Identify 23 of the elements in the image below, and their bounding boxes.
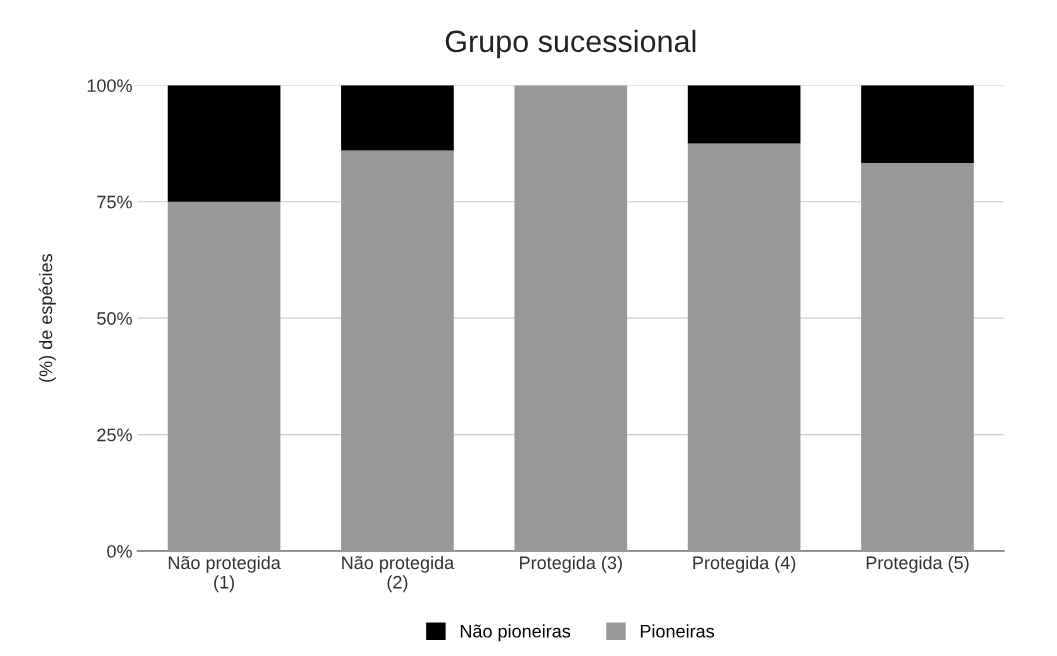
y-axis-title: (%) de espécies — [38, 254, 56, 382]
bar — [167, 85, 281, 202]
y-tick-label: 25% — [97, 428, 132, 442]
bar — [687, 85, 801, 144]
legend-label: Não pioneiras — [460, 624, 571, 642]
y-tick-label: 75% — [97, 195, 132, 209]
bar — [341, 85, 454, 151]
x-tick-label: Protegida (5) — [866, 555, 969, 573]
x-tick-label: Não protegida (2) — [342, 555, 455, 593]
bar — [167, 201, 281, 552]
x-tick-label: Não protegida (1) — [168, 555, 281, 593]
bar — [861, 85, 974, 164]
chart-title: Grupo sucessional — [445, 29, 696, 59]
bar — [687, 143, 801, 552]
bar — [861, 163, 974, 552]
y-tick-label: 0% — [107, 544, 132, 558]
bar — [341, 150, 454, 552]
x-tick-label: Protegida (4) — [693, 555, 796, 573]
x-tick-label: Protegida (3) — [520, 555, 622, 573]
legend-label: Pioneiras — [640, 624, 715, 638]
y-tick-label: 100% — [87, 79, 132, 92]
bar — [514, 85, 628, 552]
y-tick-label: 50% — [97, 312, 132, 325]
